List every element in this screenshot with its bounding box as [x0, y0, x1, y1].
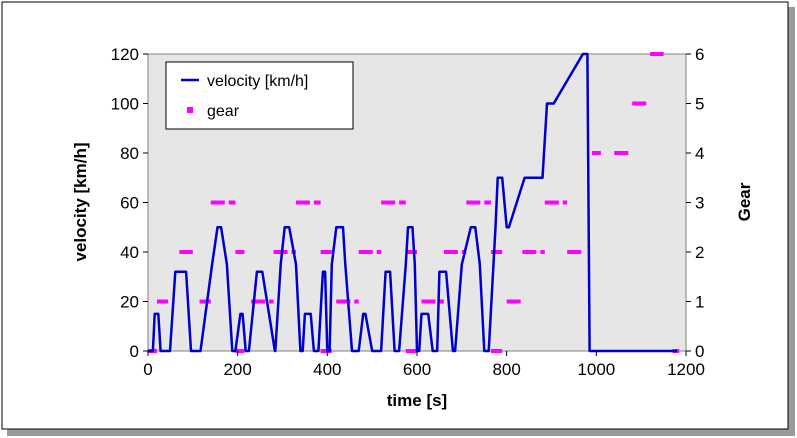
y-tick-label: 80 — [120, 144, 139, 163]
y2-tick-label: 6 — [695, 45, 704, 64]
axes-layer: 0 200 400 600 800 1000 12000204060801001200123… — [111, 45, 705, 379]
y-tick-label: 0 — [130, 342, 139, 361]
x-tick-label: 0 — [143, 360, 152, 379]
y-tick-label: 100 — [111, 95, 139, 114]
y2-tick-label: 3 — [695, 194, 704, 213]
y-tick-label: 40 — [120, 243, 139, 262]
x-axis-title: time [s] — [387, 391, 447, 410]
legend-velocity-label: velocity [km/h] — [207, 73, 308, 90]
y2-axis-title: Gear — [735, 182, 754, 221]
y2-tick-label: 0 — [695, 342, 704, 361]
y2-tick-label: 2 — [695, 243, 704, 262]
x-tick-label: 800 — [492, 360, 520, 379]
legend: velocity [km/h] gear — [165, 61, 354, 130]
legend-gear-label: gear — [207, 103, 240, 120]
x-tick-label: 1200 — [667, 360, 705, 379]
x-tick-label: 1000 — [577, 360, 615, 379]
legend-gear-swatch — [187, 107, 193, 113]
y-tick-label: 120 — [111, 45, 139, 64]
y-axis-title: velocity [km/h] — [71, 142, 90, 261]
velocity-line — [148, 52, 677, 353]
x-tick-label: 200 — [223, 360, 251, 379]
series-layer — [148, 52, 680, 353]
y2-tick-label: 5 — [695, 95, 704, 114]
x-tick-label: 600 — [403, 360, 431, 379]
y2-tick-label: 4 — [695, 144, 704, 163]
y2-tick-label: 1 — [695, 293, 704, 312]
y-tick-label: 20 — [120, 293, 139, 312]
y-tick-label: 60 — [120, 194, 139, 213]
legend-box — [165, 61, 354, 130]
x-tick-label: 400 — [313, 360, 341, 379]
plot-area — [147, 53, 687, 352]
